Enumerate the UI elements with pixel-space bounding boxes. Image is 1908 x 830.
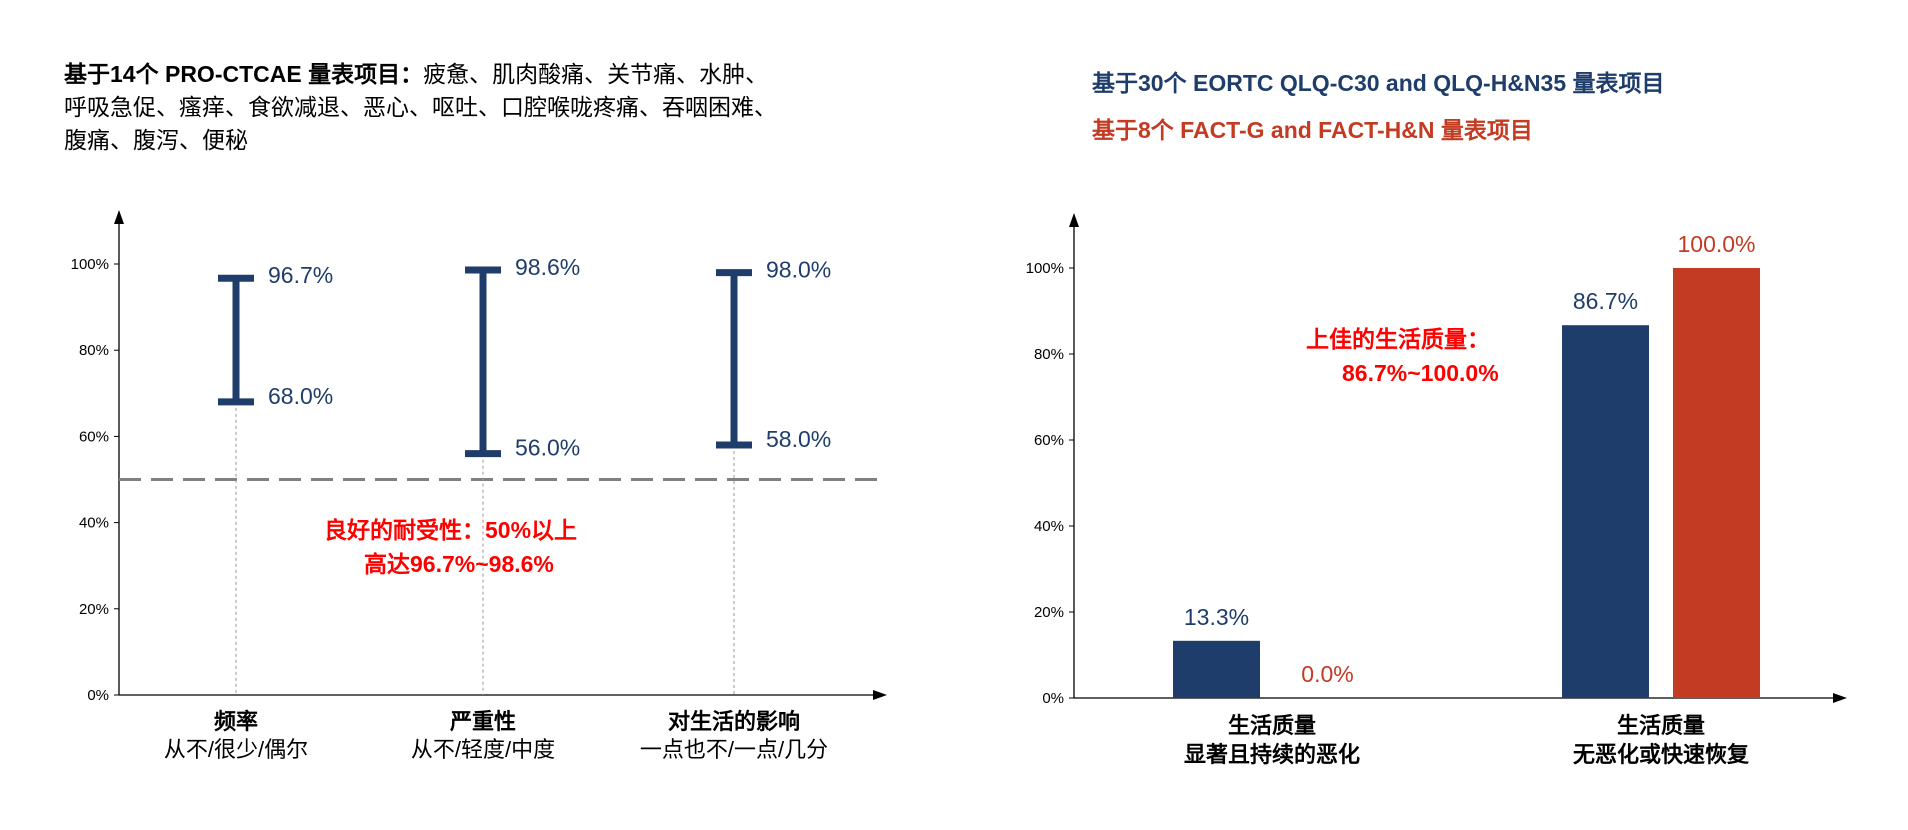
left-y-tick-label: 100% bbox=[71, 256, 109, 273]
left-x-axis-arrow-icon bbox=[873, 690, 887, 700]
right-title-line1: 基于30个 EORTC QLQ-C30 and QLQ-H&N35 量表项目 bbox=[1092, 70, 1665, 96]
category-sublabel: 从不/轻度/中度 bbox=[411, 737, 555, 762]
left-y-axis-arrow-icon bbox=[114, 210, 124, 224]
category-sublabel: 无恶化或快速恢复 bbox=[1573, 742, 1750, 767]
bar-fact bbox=[1673, 268, 1760, 698]
left-y-tick-label: 20% bbox=[79, 601, 109, 618]
range-low-label: 68.0% bbox=[268, 383, 333, 409]
right-y-tick-label: 0% bbox=[1042, 690, 1064, 707]
category-sublabel: 一点也不/一点/几分 bbox=[640, 737, 828, 762]
right-y-tick-label: 100% bbox=[1026, 260, 1064, 277]
right-y-tick-label: 60% bbox=[1034, 432, 1064, 449]
category-sublabel: 显著且持续的恶化 bbox=[1184, 742, 1360, 767]
range-low-label: 56.0% bbox=[515, 435, 580, 461]
left-chart-title: 基于14个 PRO-CTCAE 量表项目：疲惫、肌肉酸痛、关节痛、水肿、 呼吸急… bbox=[64, 58, 777, 157]
right-x-axis-arrow-icon bbox=[1833, 693, 1847, 703]
bar-eortc bbox=[1173, 640, 1260, 698]
category-label: 严重性 bbox=[450, 709, 516, 734]
bar-value-label: 100.0% bbox=[1677, 231, 1755, 257]
category-label: 频率 bbox=[214, 709, 258, 734]
category-label: 对生活的影响 bbox=[668, 709, 800, 734]
range-high-label: 98.0% bbox=[766, 257, 831, 283]
right-y-tick-label: 80% bbox=[1034, 346, 1064, 363]
tolerance-annotation-line2: 高达96.7%~98.6% bbox=[364, 551, 554, 577]
qol-annotation-line2: 86.7%~100.0% bbox=[1342, 360, 1499, 386]
bar-eortc bbox=[1562, 325, 1649, 698]
range-high-label: 96.7% bbox=[268, 262, 333, 288]
left-y-tick-label: 0% bbox=[87, 687, 109, 704]
tolerance-annotation-line1: 良好的耐受性：50%以上 bbox=[324, 517, 577, 543]
category-sublabel: 从不/很少/偶尔 bbox=[164, 737, 308, 762]
range-high-label: 98.6% bbox=[515, 254, 580, 280]
right-y-axis-arrow-icon bbox=[1069, 213, 1079, 227]
right-title-line2: 基于8个 FACT-G and FACT-H&N 量表项目 bbox=[1092, 117, 1533, 143]
range-low-label: 58.0% bbox=[766, 426, 831, 452]
left-title-line2: 呼吸急促、瘙痒、食欲减退、恶心、呕吐、口腔喉咙疼痛、吞咽困难、 bbox=[64, 94, 777, 120]
left-title-line1: 疲惫、肌肉酸痛、关节痛、水肿、 bbox=[423, 61, 769, 87]
left-y-tick-label: 80% bbox=[79, 342, 109, 359]
category-label: 生活质量 bbox=[1228, 713, 1316, 738]
left-title-line3: 腹痛、腹泻、便秘 bbox=[64, 127, 248, 153]
qol-annotation-line1: 上佳的生活质量： bbox=[1306, 326, 1490, 352]
bar-value-label: 13.3% bbox=[1184, 604, 1249, 630]
left-y-tick-label: 40% bbox=[79, 515, 109, 532]
left-y-tick-label: 60% bbox=[79, 428, 109, 445]
right-y-tick-label: 40% bbox=[1034, 518, 1064, 535]
bar-value-label: 0.0% bbox=[1301, 661, 1353, 687]
left-title-bold: 基于14个 PRO-CTCAE 量表项目： bbox=[64, 61, 424, 87]
category-label: 生活质量 bbox=[1617, 713, 1705, 738]
right-y-tick-label: 20% bbox=[1034, 604, 1064, 621]
bar-value-label: 86.7% bbox=[1573, 288, 1638, 314]
